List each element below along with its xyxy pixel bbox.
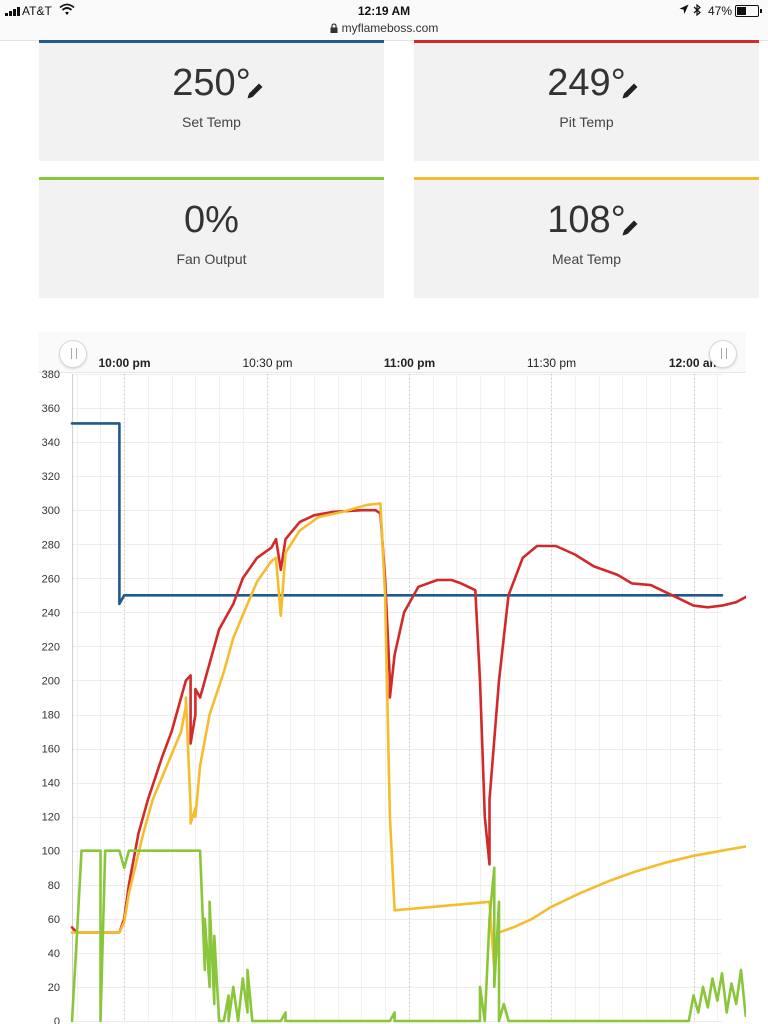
- pencil-icon[interactable]: [619, 80, 641, 102]
- set-temp-color-bar: [39, 40, 384, 43]
- pit-temp-label: Pit Temp: [559, 114, 614, 130]
- carrier-label: AT&T: [22, 4, 52, 18]
- y-tick-label: 200: [42, 675, 60, 687]
- temperature-chart: 10:00 pm 10:30 pm 11:00 pm 11:30 pm 12:00 am…: [38, 332, 746, 1024]
- pit-temp-color-bar: [414, 40, 759, 43]
- signal-icon: [5, 6, 21, 16]
- x-tick-label: 11:00 pm: [384, 356, 435, 370]
- battery-percent: 47%: [708, 4, 733, 18]
- meat-temp-color-bar: [414, 177, 759, 180]
- browser-status-bar: AT&T 12:19 AM myflameboss.com 47%: [0, 0, 768, 41]
- y-tick-label: 40: [48, 948, 60, 960]
- x-tick-label: 11:30 pm: [527, 356, 576, 370]
- range-handle-left[interactable]: [59, 340, 87, 368]
- y-tick-label: 260: [42, 573, 60, 585]
- range-handle-right[interactable]: [709, 340, 737, 368]
- y-tick-label: 320: [42, 471, 60, 483]
- y-tick-label: 240: [42, 607, 60, 619]
- fan-output-value: 0%: [184, 199, 239, 241]
- y-tick-label: 180: [42, 710, 60, 722]
- grip-handle-icon: [721, 348, 727, 359]
- clock: 12:19 AM: [357, 4, 411, 18]
- chart-canvas: 10:00 pm 10:30 pm 11:00 pm 11:30 pm 12:00 am…: [38, 332, 746, 1024]
- y-tick-label: 300: [42, 505, 60, 517]
- meat-temp-label: Meat Temp: [552, 251, 621, 267]
- set-temp-card: 250° Set Temp: [39, 40, 384, 161]
- location-arrow-icon: [679, 4, 689, 14]
- y-tick-label: 360: [42, 403, 60, 415]
- y-tick-label: 380: [42, 369, 60, 381]
- y-tick-label: 140: [42, 778, 60, 790]
- y-tick-label: 160: [42, 744, 60, 756]
- y-tick-label: 280: [42, 539, 60, 551]
- x-tick-label: 12:00 am: [669, 356, 720, 370]
- pit-temp-value: 249°: [547, 62, 626, 104]
- series-line-3: [70, 849, 746, 1023]
- y-tick-label: 340: [42, 437, 60, 449]
- time-navigator-bar: [38, 332, 746, 372]
- series-line-0: [70, 422, 724, 606]
- fan-output-color-bar: [39, 177, 384, 180]
- y-tick-label: 60: [48, 914, 60, 926]
- set-temp-value: 250°: [172, 62, 251, 104]
- url-text: myflameboss.com: [341, 21, 439, 35]
- x-tick-label: 10:00 pm: [98, 356, 150, 370]
- series-line-1: [70, 508, 746, 934]
- y-tick-label: 0: [54, 1016, 60, 1024]
- meat-temp-card: 108° Meat Temp: [414, 177, 759, 298]
- grip-handle-icon: [71, 348, 77, 359]
- wifi-icon: [59, 3, 75, 15]
- bluetooth-icon: [693, 4, 701, 16]
- y-tick-label: 100: [42, 846, 60, 858]
- pit-temp-card: 249° Pit Temp: [414, 40, 759, 161]
- set-temp-label: Set Temp: [182, 114, 241, 130]
- y-tick-label: 120: [42, 812, 60, 824]
- y-tick-label: 220: [42, 641, 60, 653]
- pencil-icon[interactable]: [244, 80, 266, 102]
- battery-icon: [735, 5, 762, 17]
- y-tick-label: 20: [48, 982, 60, 994]
- meat-temp-value: 108°: [547, 199, 626, 241]
- fan-output-card: 0% Fan Output: [39, 177, 384, 298]
- series-line-2: [70, 502, 746, 972]
- fan-output-label: Fan Output: [176, 251, 247, 267]
- lock-icon: [330, 23, 338, 33]
- url-bar[interactable]: myflameboss.com: [0, 21, 768, 35]
- x-tick-label: 10:30 pm: [242, 356, 292, 370]
- pencil-icon[interactable]: [619, 217, 641, 239]
- y-tick-label: 80: [48, 880, 60, 892]
